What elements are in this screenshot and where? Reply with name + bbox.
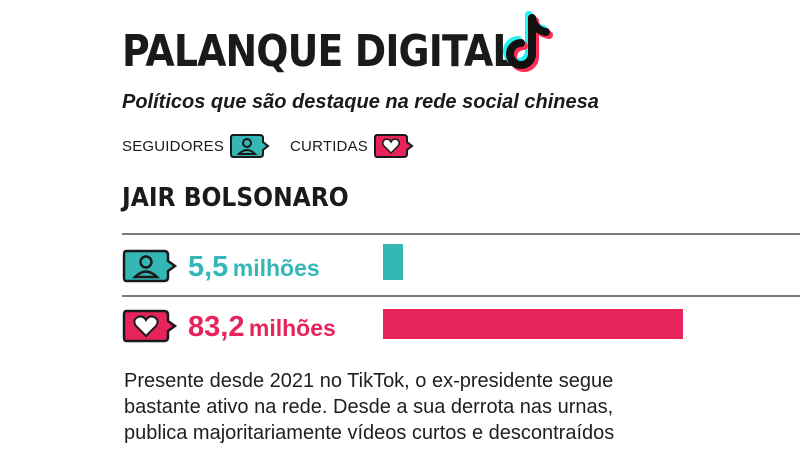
likes-unit: milhões bbox=[248, 315, 336, 341]
page-title: PALANQUE DIGITAL bbox=[122, 26, 517, 77]
divider-middle bbox=[122, 295, 800, 297]
likes-value: 83,2 milhões bbox=[188, 310, 336, 349]
followers-value: 5,5 milhões bbox=[188, 250, 320, 289]
heart-chat-icon bbox=[122, 309, 178, 343]
likes-number: 83,2 bbox=[188, 311, 245, 343]
heart-chat-icon bbox=[374, 134, 414, 158]
bar-likes bbox=[383, 309, 683, 339]
page-subtitle: Políticos que são destaque na rede socia… bbox=[122, 91, 599, 113]
legend-followers-label: SEGUIDORES bbox=[122, 137, 225, 155]
tiktok-logo-icon bbox=[503, 11, 553, 72]
followers-number: 5,5 bbox=[188, 251, 229, 283]
followers-unit: milhões bbox=[232, 255, 320, 281]
bar-followers bbox=[383, 244, 403, 280]
description-text: Presente desde 2021 no TikTok, o ex-pres… bbox=[124, 370, 615, 444]
divider-top bbox=[122, 233, 800, 235]
person-chat-icon bbox=[122, 249, 178, 283]
person-chat-icon bbox=[230, 134, 270, 158]
legend-likes-label: CURTIDAS bbox=[290, 137, 368, 155]
legend-followers: SEGUIDORES bbox=[122, 132, 270, 160]
chart-title: JAIR BOLSONARO bbox=[122, 183, 349, 213]
legend-likes: CURTIDAS bbox=[290, 132, 414, 160]
